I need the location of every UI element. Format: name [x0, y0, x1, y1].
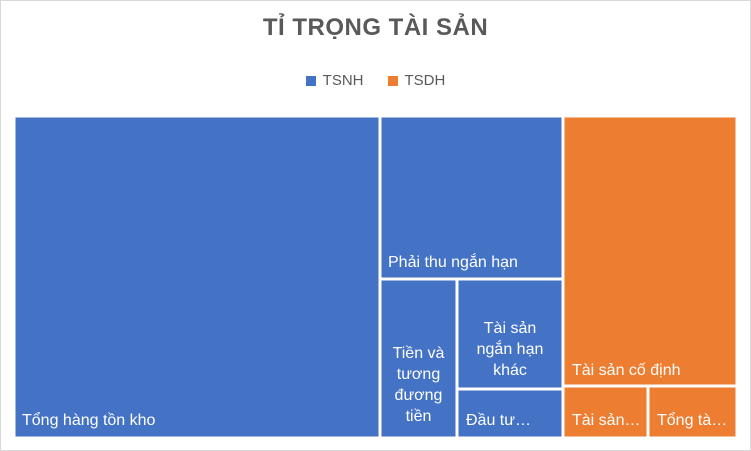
legend-swatch-tsnh	[305, 75, 316, 86]
tile-label-phai-thu-ngan-han: Phải thu ngắn hạn	[388, 252, 518, 271]
tile-dau-tu	[455, 387, 565, 440]
legend-item-tsnh: TSNH	[305, 72, 364, 89]
tile-label-tai-san-dai-han-khac: Tài sản…	[572, 412, 640, 429]
tile-tong-hang-ton-kho	[12, 114, 382, 440]
tile-phai-thu-ngan-han	[378, 114, 565, 281]
legend-swatch-tsdh	[387, 75, 398, 86]
tile-label-tong-hang-ton-kho: Tổng hàng tồn kho	[22, 411, 156, 429]
tile-label-tong-tai-san-khac: Tổng tà…	[657, 411, 727, 429]
tile-label-tai-san-ngan-han-khac: Tài sản ngắn hạn khác	[477, 320, 544, 379]
chart-title: TỈ TRỌNG TÀI SẢN	[262, 14, 489, 41]
legend: TSNH TSDH	[0, 72, 751, 89]
tile-tien-va-tuong-duong-tien	[378, 277, 459, 440]
tile-label-dau-tu: Đầu tư…	[466, 412, 531, 429]
tile-tai-san-co-dinh	[561, 114, 739, 388]
legend-label-tsdh: TSDH	[404, 72, 446, 89]
legend-item-tsdh: TSDH	[387, 72, 446, 89]
tile-label-tai-san-co-dinh: Tài sản cố định	[572, 362, 681, 379]
tile-tai-san-dai-han-khac	[561, 384, 650, 440]
legend-label-tsnh: TSNH	[322, 72, 364, 89]
tile-label-tien-va-tuong-duong-tien: Tiền và tương đương tiền	[393, 345, 445, 425]
tile-tong-tai-san-khac	[646, 384, 739, 440]
